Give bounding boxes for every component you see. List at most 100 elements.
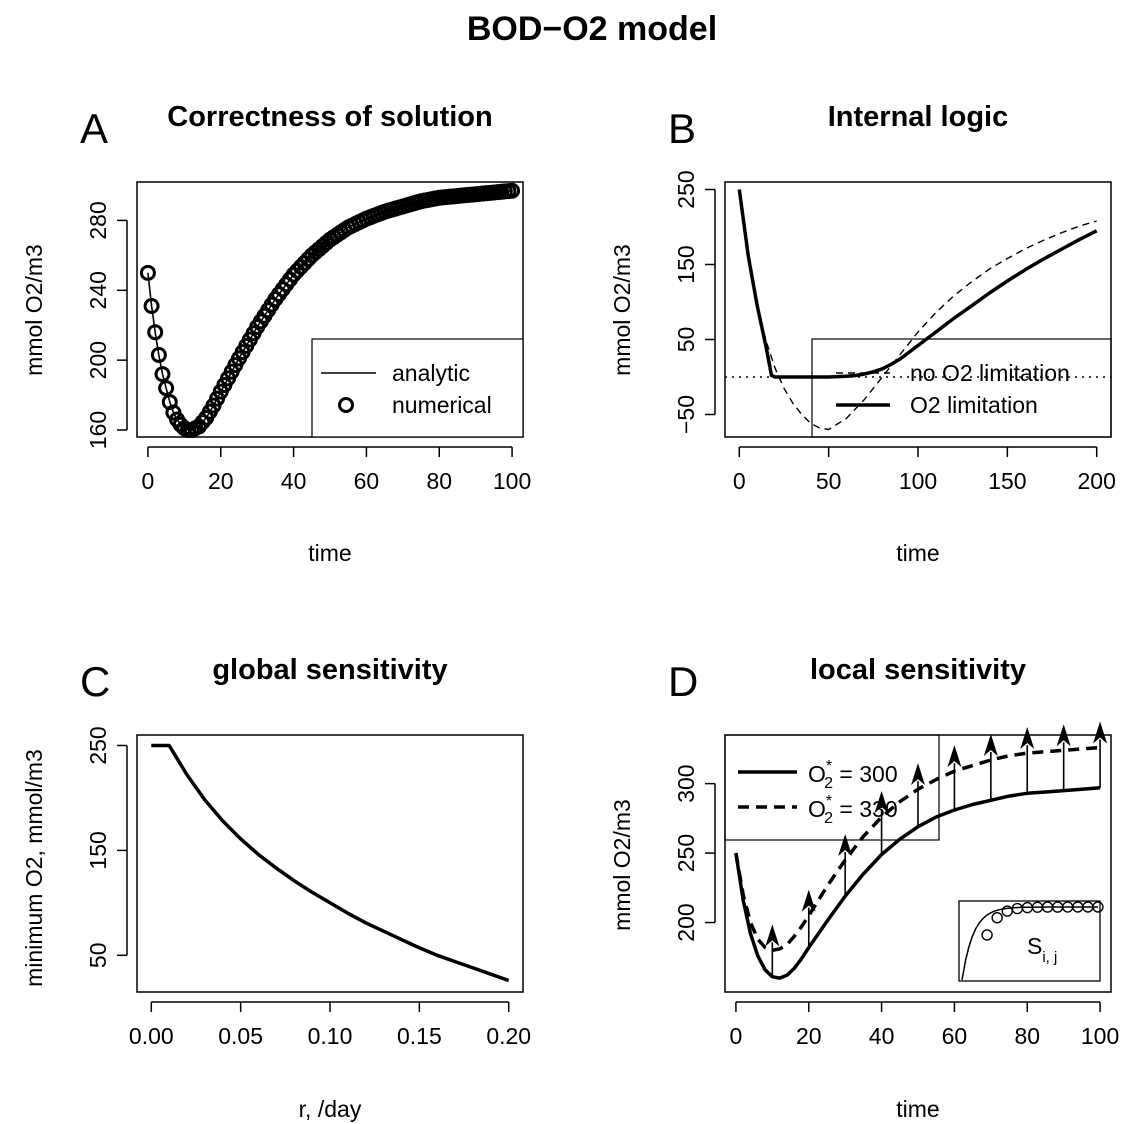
- panel-c-x-axis: 0.00 0.05 0.10 0.15 0.20: [129, 1001, 531, 1049]
- panel-b-series-o2-limitation: [737, 189, 1098, 379]
- panel-a-series-numerical-point: [154, 366, 171, 383]
- sensitivity-arrow-head: [838, 834, 853, 857]
- figure-title: BOD−O2 model: [467, 10, 717, 48]
- panel-a-x-tick-label: 40: [281, 468, 307, 494]
- panel-d-inset-curve: [961, 901, 1104, 981]
- panel-d-series: [734, 745, 1101, 980]
- sensitivity-arrow-head: [1093, 721, 1108, 744]
- panel-b-x-tick-label: 200: [1078, 468, 1116, 494]
- inset-curve-point: [991, 912, 1003, 924]
- panel-a-x-axis: 0 20 40 60 80 100: [142, 446, 531, 494]
- panel-b-x-tick-label: 50: [816, 468, 842, 494]
- panel-a-series-numerical-point: [504, 182, 521, 199]
- panel-d-x-tick-label: 100: [1081, 1023, 1119, 1049]
- sensitivity-arrow-head: [801, 889, 816, 912]
- panel-b-xlabel: time: [896, 540, 939, 566]
- panel-c-x-tick-label: 0.00: [129, 1023, 174, 1049]
- panel-d-x-tick-label: 40: [869, 1023, 895, 1049]
- panel-b-title: Internal logic: [828, 101, 1008, 133]
- panel-letter-c: C: [80, 658, 110, 705]
- panel-a-x-tick-label: 20: [208, 468, 234, 494]
- panel-a-y-tick-label: 200: [85, 341, 111, 379]
- panel-b-series-no-o2-limitation: [738, 189, 1097, 431]
- panel-a-y-tick-label: 160: [85, 411, 111, 449]
- panel-d-sensitivity-arrows: [765, 721, 1108, 977]
- panel-a-y-tick-label: 280: [85, 201, 111, 239]
- panel-d-series-o2-330: [734, 745, 1101, 953]
- sensitivity-arrow-head: [765, 924, 780, 947]
- panel-a-legend-box: [311, 338, 524, 438]
- panel-c-plot-area: [136, 734, 524, 993]
- panel-a-x-tick-label: 80: [426, 468, 452, 494]
- panel-b-x-tick-label: 150: [988, 468, 1026, 494]
- panel-d-x-axis: 0 20 40 60 80 100: [730, 1001, 1119, 1049]
- panel-d-y-tick-label: 200: [673, 903, 699, 941]
- panel-b-y-tick-label: −50: [673, 395, 699, 434]
- panel-a-series: [139, 182, 521, 439]
- panel-a-title: Correctness of solution: [167, 101, 493, 133]
- panel-a-series-numerical-point: [158, 380, 175, 397]
- panel-d-y-tick-label: 250: [673, 834, 699, 872]
- panel-c-x-tick-label: 0.15: [397, 1023, 442, 1049]
- inset-curve-point: [981, 929, 993, 941]
- inset-label-sub: i, j: [1042, 949, 1057, 966]
- panel-a-x-tick-label: 100: [493, 468, 531, 494]
- panel-c-title: global sensitivity: [212, 654, 447, 686]
- panel-b-ylabel: mmol O2/m3: [609, 244, 635, 376]
- sensitivity-arrow-head: [1056, 724, 1071, 747]
- sensitivity-arrow-head: [947, 745, 962, 768]
- legend-label-o2-330: O* 2 = 330: [808, 793, 898, 827]
- panel-c-xlabel: r, /day: [299, 1096, 362, 1122]
- sensitivity-arrow-head: [911, 763, 925, 786]
- panel-b-legend-box: [811, 338, 1112, 438]
- panel-a: A Correctness of solution time mmol O2/m…: [21, 101, 531, 566]
- panel-b: B Internal logic time mmol O2/m3 0 50 100 1…: [609, 101, 1116, 566]
- panel-d-xlabel: time: [896, 1096, 939, 1122]
- legend-label-o2-300: O* 2 = 300: [808, 758, 898, 792]
- panel-d-inset-label: Si, j: [1027, 933, 1057, 966]
- panel-b-y-tick-label: 50: [673, 327, 699, 353]
- panel-d-x-tick-label: 80: [1014, 1023, 1040, 1049]
- panel-a-x-tick-label: 0: [142, 468, 155, 494]
- sensitivity-arrow-head: [983, 734, 998, 757]
- panel-c-series: [151, 743, 510, 983]
- panel-c-y-tick-label: 50: [85, 942, 111, 968]
- panel-d-ylabel: mmol O2/m3: [609, 799, 635, 931]
- legend-label-analytic: analytic: [392, 360, 470, 386]
- legend-label-no-o2-limitation: no O2 limitation: [910, 360, 1070, 386]
- panel-a-x-tick-label: 60: [354, 468, 380, 494]
- panel-b-legend: no O2 limitation O2 limitation: [811, 338, 1112, 438]
- panel-d-series-o2-300: [734, 786, 1101, 980]
- sensitivity-arrow-head: [1020, 727, 1035, 750]
- panel-d-title: local sensitivity: [810, 654, 1026, 686]
- panel-a-xlabel: time: [308, 540, 351, 566]
- panel-c-y-tick-label: 250: [85, 726, 111, 764]
- panel-d-x-tick-label: 20: [796, 1023, 822, 1049]
- panel-c: C global sensitivity r, /day minimum O2,…: [21, 654, 531, 1122]
- panel-d-x-tick-label: 0: [730, 1023, 743, 1049]
- panel-a-ylabel: mmol O2/m3: [21, 244, 47, 376]
- panel-d-inset-box: [958, 900, 1101, 982]
- panel-letter-a: A: [80, 105, 108, 152]
- panel-b-x-tick-label: 0: [733, 468, 746, 494]
- panel-c-ylabel: minimum O2, mmol/m3: [21, 749, 47, 987]
- panel-c-y-axis: 50 150 250: [85, 726, 128, 968]
- panel-a-legend: analytic numerical: [311, 338, 524, 438]
- inset-label-base: S: [1027, 933, 1042, 959]
- panel-c-y-tick-label: 150: [85, 831, 111, 869]
- panel-b-y-tick-label: 250: [673, 170, 699, 208]
- legend-key-numerical: [338, 397, 354, 413]
- panel-b-y-tick-label: 150: [673, 245, 699, 283]
- panel-letter-d: D: [668, 658, 698, 705]
- legend-label-numerical: numerical: [392, 392, 492, 418]
- panel-d-y-axis: 200 250 300: [673, 764, 716, 942]
- legend-label-o2-limitation: O2 limitation: [910, 392, 1038, 418]
- panel-d-y-tick-label: 300: [673, 764, 699, 802]
- panel-d-x-tick-label: 60: [942, 1023, 968, 1049]
- panel-d: D local sensitivity time mmol O2/m3 0 20 4…: [609, 654, 1119, 1122]
- sensitivity-arrow-head: [874, 790, 889, 813]
- panel-d-inset: Si, j: [958, 900, 1104, 982]
- panel-a-y-tick-label: 240: [85, 271, 111, 309]
- panel-letter-b: B: [668, 105, 696, 152]
- panel-b-y-axis: −50 50 150 250: [673, 170, 716, 434]
